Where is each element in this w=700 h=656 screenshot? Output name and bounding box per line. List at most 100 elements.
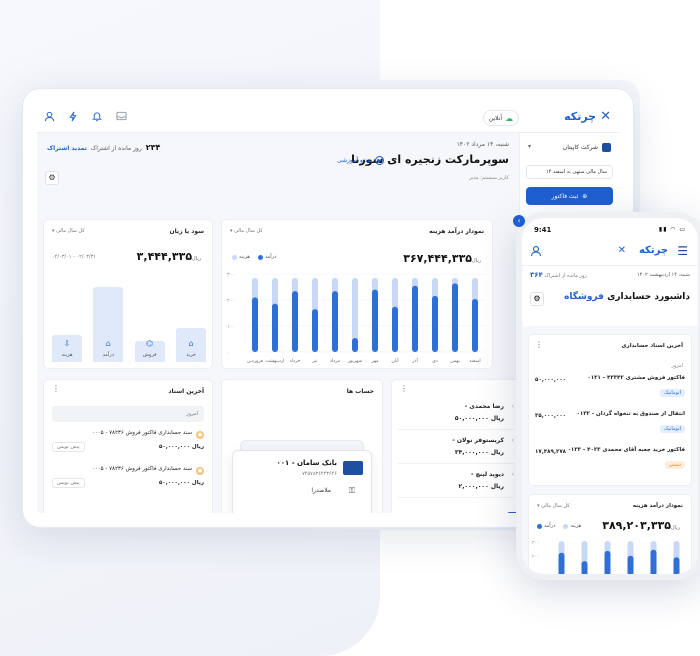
bell-icon[interactable] xyxy=(91,111,103,123)
phone-docs-more-icon[interactable]: ⋮ xyxy=(535,340,543,349)
settings-button[interactable]: ⚙ xyxy=(45,171,59,185)
fiscal-year-select[interactable]: سال مالی منتهی به اسفند ۱۴ xyxy=(526,165,613,179)
profit-amount: ۳,۴۴۴,۳۳۵ریال xyxy=(137,250,204,263)
flash-icon[interactable] xyxy=(67,111,79,123)
doc-list-item[interactable]: ● ۰۰۰۵ - سند حسابداری فاکتور فروش ۷۸۲۳۶ … xyxy=(52,430,204,458)
profit-bar-label: درآمد xyxy=(102,352,114,358)
income-expense-title: نمودار درآمد هزینه xyxy=(429,228,484,235)
profit-period-select[interactable]: ▾ کل سال مالی xyxy=(52,228,85,234)
phone-chart-title: نمودار درآمد هزینه xyxy=(632,503,683,509)
income-bar xyxy=(292,291,298,352)
days-left-count: ۲۳۴ xyxy=(145,143,161,152)
phone-call-icon[interactable]: ✆ xyxy=(506,512,520,513)
profit-bar: ⌬ فروش xyxy=(134,339,165,362)
x-tick-label: مهر xyxy=(370,359,379,364)
income-period-select[interactable]: ▾ کل سال مالی xyxy=(230,228,263,234)
brand-logo: چرتکه ✕ xyxy=(564,109,611,124)
person-amount: ۵۰,۰۰۰,۰۰۰ ریال xyxy=(454,415,504,422)
x-tick-label: خرداد xyxy=(290,359,301,364)
renew-subscription-link[interactable]: تمدید اشتراک xyxy=(47,145,87,152)
phone-doc-title: ۰۱۳۳ - فاکتور خرید جعبه آقای محمدی ۴۰۲۳ xyxy=(567,447,685,453)
person-amount: ۳۴,۰۰۰,۰۰۰ ریال xyxy=(454,449,504,456)
phone-chart-legend: درآمد هزینه xyxy=(537,523,581,529)
profit-bar: ⇩ هزینه xyxy=(52,335,82,362)
phone-period-select[interactable]: ▾ کل سال مالی xyxy=(537,503,570,509)
income-bar xyxy=(352,337,358,352)
phone-income-bar xyxy=(581,561,588,574)
x-tick-label: تیر xyxy=(311,359,318,364)
company-selector[interactable]: شرکت کاپیتان xyxy=(563,143,611,152)
fiscal-year-label: سال مالی منتهی به اسفند ۱۴ xyxy=(545,169,607,175)
phone-doc-item[interactable]: ۰۱۳۱ - فاکتور فروش مشتری ۴۳۳۴۲ ۵۰,۰۰۰,۰۰… xyxy=(535,375,685,407)
plus-circle-icon: ⊕ xyxy=(582,192,588,200)
phone-doc-item[interactable]: ۰۱۳۳ - فاکتور خرید جعبه آقای محمدی ۴۰۲۳ … xyxy=(535,447,685,479)
income-bar xyxy=(332,291,338,352)
phone-subscription: روز مانده از اشتراک ۳۶۴ xyxy=(530,271,587,279)
phone-docs-title: آخرین اسناد حسابداری xyxy=(621,343,683,349)
phone-income-bar xyxy=(650,549,657,574)
person-list-item[interactable]: - کریستوفر نولان ۳۴,۰۰۰,۰۰۰ ریال ‹ xyxy=(398,434,514,464)
phone-doc-tag: اتوماتیک xyxy=(660,389,685,397)
profit-bar-label: خرید xyxy=(186,352,196,358)
more-menu-icon[interactable]: ⋮ xyxy=(52,384,60,393)
phone-screen: 9:41 ▮▮ ◠ ▭ ☰ چرتکه ✕ شنبه، ۱۴ اردیبهشت … xyxy=(522,218,698,574)
profit-period-label: کل سال مالی xyxy=(56,228,85,234)
people-card: ⋮ - رضا محمدی ۵۰,۰۰۰,۰۰۰ ریال ‹ - کریستو… xyxy=(391,379,521,513)
company-name: شرکت کاپیتان xyxy=(562,144,598,151)
person-name: - کریستوفر نولان xyxy=(452,437,504,444)
person-chevron-icon: ‹ xyxy=(511,471,514,478)
status-time: 9:41 xyxy=(534,226,552,234)
doc-list-item[interactable]: ● ۰۰۰۵ - سند حسابداری فاکتور فروش ۷۸۲۳۶ … xyxy=(52,466,204,494)
inbox-icon[interactable] xyxy=(115,111,127,123)
income-bar xyxy=(272,303,278,352)
doc-title: ۰۰۰۵ - سند حسابداری فاکتور فروش ۷۸۲۳۶ xyxy=(91,430,192,436)
online-label: آنلاین xyxy=(488,114,503,122)
docs-today-label: امروز xyxy=(186,411,198,417)
header-date: شنبه، ۱۴ مرداد ۱۴۰۲ xyxy=(456,141,509,148)
profit-bars: ⌂ خرید ⌬ فروش ⌂ درآمد ⇩ هزینه xyxy=(52,268,206,362)
income-amount: ۳۶۷,۴۴۴,۳۳۵ریال xyxy=(403,252,484,265)
sidebar-collapse-button[interactable]: ‹ xyxy=(513,215,525,227)
chevron-down-icon[interactable]: ▾ xyxy=(528,143,532,150)
people-more-icon[interactable]: ⋮ xyxy=(400,384,408,393)
days-left-label: روز مانده از اشتراک xyxy=(90,145,142,152)
phone-doc-tag: دستی xyxy=(664,461,685,469)
person-list-item[interactable]: - دیوید لینچ ۲,۰۰۰,۰۰۰ ریال ‹ xyxy=(398,468,514,498)
phone-doc-title: ۰۱۳۱ - فاکتور فروش مشتری ۴۳۳۴۲ xyxy=(587,375,685,381)
phone-title-highlight: فروشگاه xyxy=(564,292,604,302)
person-list-item[interactable]: - رضا محمدی ۵۰,۰۰۰,۰۰۰ ریال ‹ xyxy=(398,400,514,430)
phone-income-bar xyxy=(558,552,565,574)
income-bar xyxy=(472,298,478,352)
bank-account-card[interactable]: ۰۰۱ - بانک سامان ۷۴۵۷۸۳۶۴۴۳۶۴۶ ملاصدرا ⚿ xyxy=(232,450,372,513)
phone-user-icon[interactable] xyxy=(530,245,542,260)
new-invoice-button[interactable]: ثبت فاکتور ⊕ xyxy=(526,187,613,205)
phone-income-bar xyxy=(627,555,634,574)
income-amount-unit: ریال xyxy=(472,258,481,264)
person-amount: ۲,۰۰۰,۰۰۰ ریال xyxy=(458,483,504,490)
hamburger-menu-icon[interactable]: ☰ xyxy=(677,244,688,258)
phone-days-left-label: روز مانده از اشتراک xyxy=(544,273,587,279)
phone-doc-item[interactable]: ۰۱۳۲ - انتقال از صندوق به تنخواه گردان ۳… xyxy=(535,411,685,443)
docs-today-filter[interactable]: امروز xyxy=(52,406,204,422)
x-tick-label: آذر xyxy=(411,358,418,364)
phone-y-tick: ۳۰۰ xyxy=(532,540,539,546)
y-tick-label: ۱۰۰ xyxy=(227,324,235,330)
x-tick-label: آبان xyxy=(391,358,399,364)
profit-bar: ⌂ خرید xyxy=(176,328,206,362)
phone-settings-button[interactable]: ⚙ xyxy=(530,292,544,306)
key-icon: ⚿ xyxy=(348,486,355,495)
phone-legend-expense: هزینه xyxy=(563,523,581,529)
user-icon[interactable] xyxy=(43,111,55,123)
income-period-label: کل سال مالی xyxy=(234,228,263,234)
profit-amount-unit: ریال xyxy=(192,256,201,262)
doc-status-icon: ● xyxy=(196,467,204,475)
new-invoice-label: ثبت فاکتور xyxy=(551,192,579,200)
doc-status-tag: پیش نویس xyxy=(52,442,85,452)
profit-amount-value: ۳,۴۴۴,۳۳۵ xyxy=(136,250,193,263)
doc-status-tag: پیش نویس xyxy=(52,478,85,488)
income-bar xyxy=(392,306,398,352)
legend-expense-label: هزینه xyxy=(239,254,250,260)
phone-period-label: کل سال مالی xyxy=(541,503,570,509)
video-tutorial-link[interactable]: ویدیو آموزشی ▶ xyxy=(337,156,385,165)
bag-icon: ⌂ xyxy=(188,339,194,348)
